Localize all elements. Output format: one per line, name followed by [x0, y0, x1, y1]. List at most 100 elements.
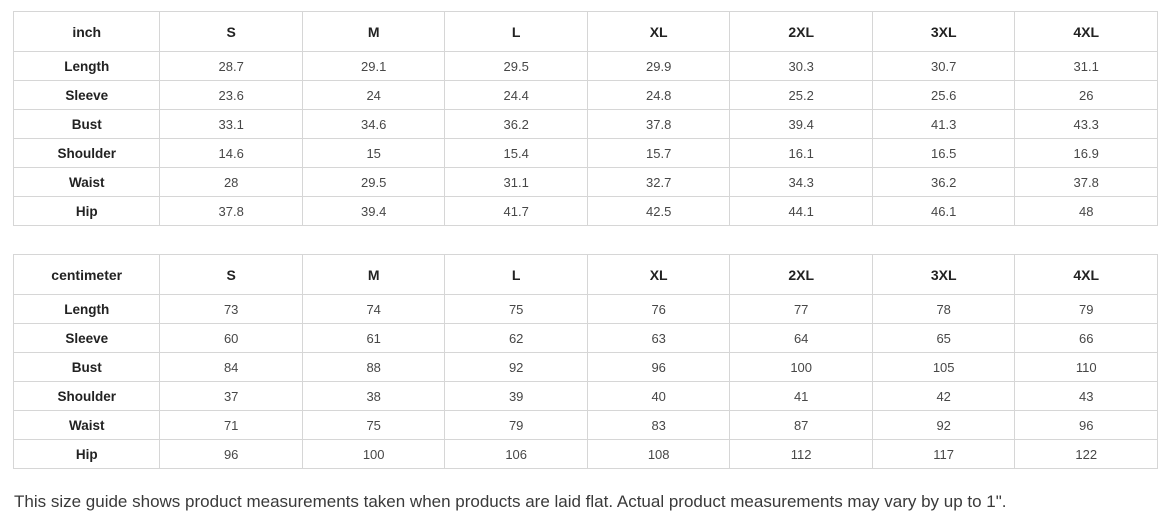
measurement-row: Length 73 74 75 76 77 78 79 — [12, 294, 1158, 324]
measurement-value: 43 — [1014, 381, 1158, 411]
measurement-value: 84 — [159, 352, 303, 382]
measurement-value: 83 — [586, 410, 731, 440]
measurement-value: 100 — [301, 439, 446, 469]
measurement-value: 25.6 — [871, 80, 1016, 110]
measurement-label: Waist — [12, 410, 161, 440]
size-column-header: L — [444, 11, 588, 52]
measurement-value: 64 — [729, 323, 873, 353]
measurement-value: 39.4 — [301, 196, 446, 226]
measurement-value: 31.1 — [1014, 51, 1158, 81]
measurement-value: 15 — [301, 138, 446, 168]
measurement-value: 122 — [1014, 439, 1158, 469]
measurement-value: 73 — [159, 294, 303, 324]
size-table-head: inch S M L XL 2XL 3XL 4XL — [12, 11, 1158, 52]
measurement-row: Waist 28 29.5 31.1 32.7 34.3 36.2 37.8 — [12, 167, 1158, 197]
measurement-label: Bust — [12, 352, 161, 382]
size-column-header: L — [444, 254, 588, 295]
measurement-value: 61 — [301, 323, 446, 353]
measurement-value: 36.2 — [871, 167, 1016, 197]
measurement-value: 39 — [444, 381, 588, 411]
measurement-row: Bust 84 88 92 96 100 105 110 — [12, 352, 1158, 382]
measurement-label: Length — [12, 51, 161, 81]
measurement-value: 105 — [871, 352, 1016, 382]
header-row: centimeter S M L XL 2XL 3XL 4XL — [12, 254, 1158, 295]
size-table-centimeter: centimeter S M L XL 2XL 3XL 4XL Length 73 74 75 76 77… — [12, 254, 1158, 469]
measurement-value: 37.8 — [159, 196, 303, 226]
measurement-value: 24.8 — [586, 80, 731, 110]
measurement-value: 25.2 — [729, 80, 873, 110]
measurement-value: 34.6 — [301, 109, 446, 139]
measurement-label: Bust — [12, 109, 161, 139]
measurement-value: 23.6 — [159, 80, 303, 110]
size-column-header: M — [301, 11, 446, 52]
measurement-label: Shoulder — [12, 138, 161, 168]
measurement-value: 92 — [871, 410, 1016, 440]
measurement-value: 36.2 — [444, 109, 588, 139]
measurement-value: 15.7 — [586, 138, 731, 168]
measurement-value: 26 — [1014, 80, 1158, 110]
size-column-header: 3XL — [871, 11, 1016, 52]
measurement-value: 24 — [301, 80, 446, 110]
measurement-value: 112 — [729, 439, 873, 469]
measurement-value: 34.3 — [729, 167, 873, 197]
size-column-header: 4XL — [1014, 254, 1158, 295]
measurement-value: 76 — [586, 294, 731, 324]
measurement-value: 41.3 — [871, 109, 1016, 139]
measurement-value: 75 — [301, 410, 446, 440]
measurement-value: 62 — [444, 323, 588, 353]
measurement-value: 29.5 — [301, 167, 446, 197]
measurement-value: 96 — [159, 439, 303, 469]
measurement-value: 39.4 — [729, 109, 873, 139]
measurement-value: 66 — [1014, 323, 1158, 353]
measurement-value: 33.1 — [159, 109, 303, 139]
measurement-value: 75 — [444, 294, 588, 324]
measurement-value: 16.1 — [729, 138, 873, 168]
measurement-value: 117 — [871, 439, 1016, 469]
measurement-value: 28 — [159, 167, 303, 197]
measurement-value: 16.5 — [871, 138, 1016, 168]
measurement-value: 16.9 — [1014, 138, 1158, 168]
measurement-value: 31.1 — [444, 167, 588, 197]
unit-header-cell: inch — [12, 11, 161, 52]
measurement-value: 48 — [1014, 196, 1158, 226]
measurement-row: Length 28.7 29.1 29.5 29.9 30.3 30.7 31.1 — [12, 51, 1158, 81]
measurement-value: 96 — [586, 352, 731, 382]
measurement-value: 37.8 — [1014, 167, 1158, 197]
measurement-value: 100 — [729, 352, 873, 382]
measurement-value: 38 — [301, 381, 446, 411]
measurement-value: 40 — [586, 381, 731, 411]
measurement-row: Shoulder 37 38 39 40 41 42 43 — [12, 381, 1158, 411]
measurement-value: 32.7 — [586, 167, 731, 197]
header-row: inch S M L XL 2XL 3XL 4XL — [12, 11, 1158, 52]
measurement-value: 37 — [159, 381, 303, 411]
size-column-header: S — [159, 11, 303, 52]
measurement-label: Hip — [12, 439, 161, 469]
measurement-value: 30.7 — [871, 51, 1016, 81]
measurement-value: 41 — [729, 381, 873, 411]
size-column-header: XL — [586, 254, 731, 295]
measurement-row: Waist 71 75 79 83 87 92 96 — [12, 410, 1158, 440]
measurement-value: 87 — [729, 410, 873, 440]
measurement-label: Sleeve — [12, 80, 161, 110]
measurement-value: 29.1 — [301, 51, 446, 81]
measurement-value: 28.7 — [159, 51, 303, 81]
measurement-row: Hip 96 100 106 108 112 117 122 — [12, 439, 1158, 469]
size-table-inch: inch S M L XL 2XL 3XL 4XL Length 28.7 29.1 29.5 29.9… — [12, 11, 1158, 226]
measurement-value: 46.1 — [871, 196, 1016, 226]
measurement-label: Hip — [12, 196, 161, 226]
measurement-label: Waist — [12, 167, 161, 197]
size-column-header: XL — [586, 11, 731, 52]
measurement-row: Sleeve 23.6 24 24.4 24.8 25.2 25.6 26 — [12, 80, 1158, 110]
measurement-value: 71 — [159, 410, 303, 440]
size-column-header: S — [159, 254, 303, 295]
size-column-header: M — [301, 254, 446, 295]
measurement-label: Shoulder — [12, 381, 161, 411]
measurement-row: Shoulder 14.6 15 15.4 15.7 16.1 16.5 16.9 — [12, 138, 1158, 168]
measurement-value: 37.8 — [586, 109, 731, 139]
measurement-value: 42.5 — [586, 196, 731, 226]
measurement-value: 42 — [871, 381, 1016, 411]
size-column-header: 2XL — [729, 11, 873, 52]
size-table-body: Length 73 74 75 76 77 78 79 Sleeve 60 61 62 63 64 65 66… — [12, 294, 1158, 469]
measurement-value: 108 — [586, 439, 731, 469]
